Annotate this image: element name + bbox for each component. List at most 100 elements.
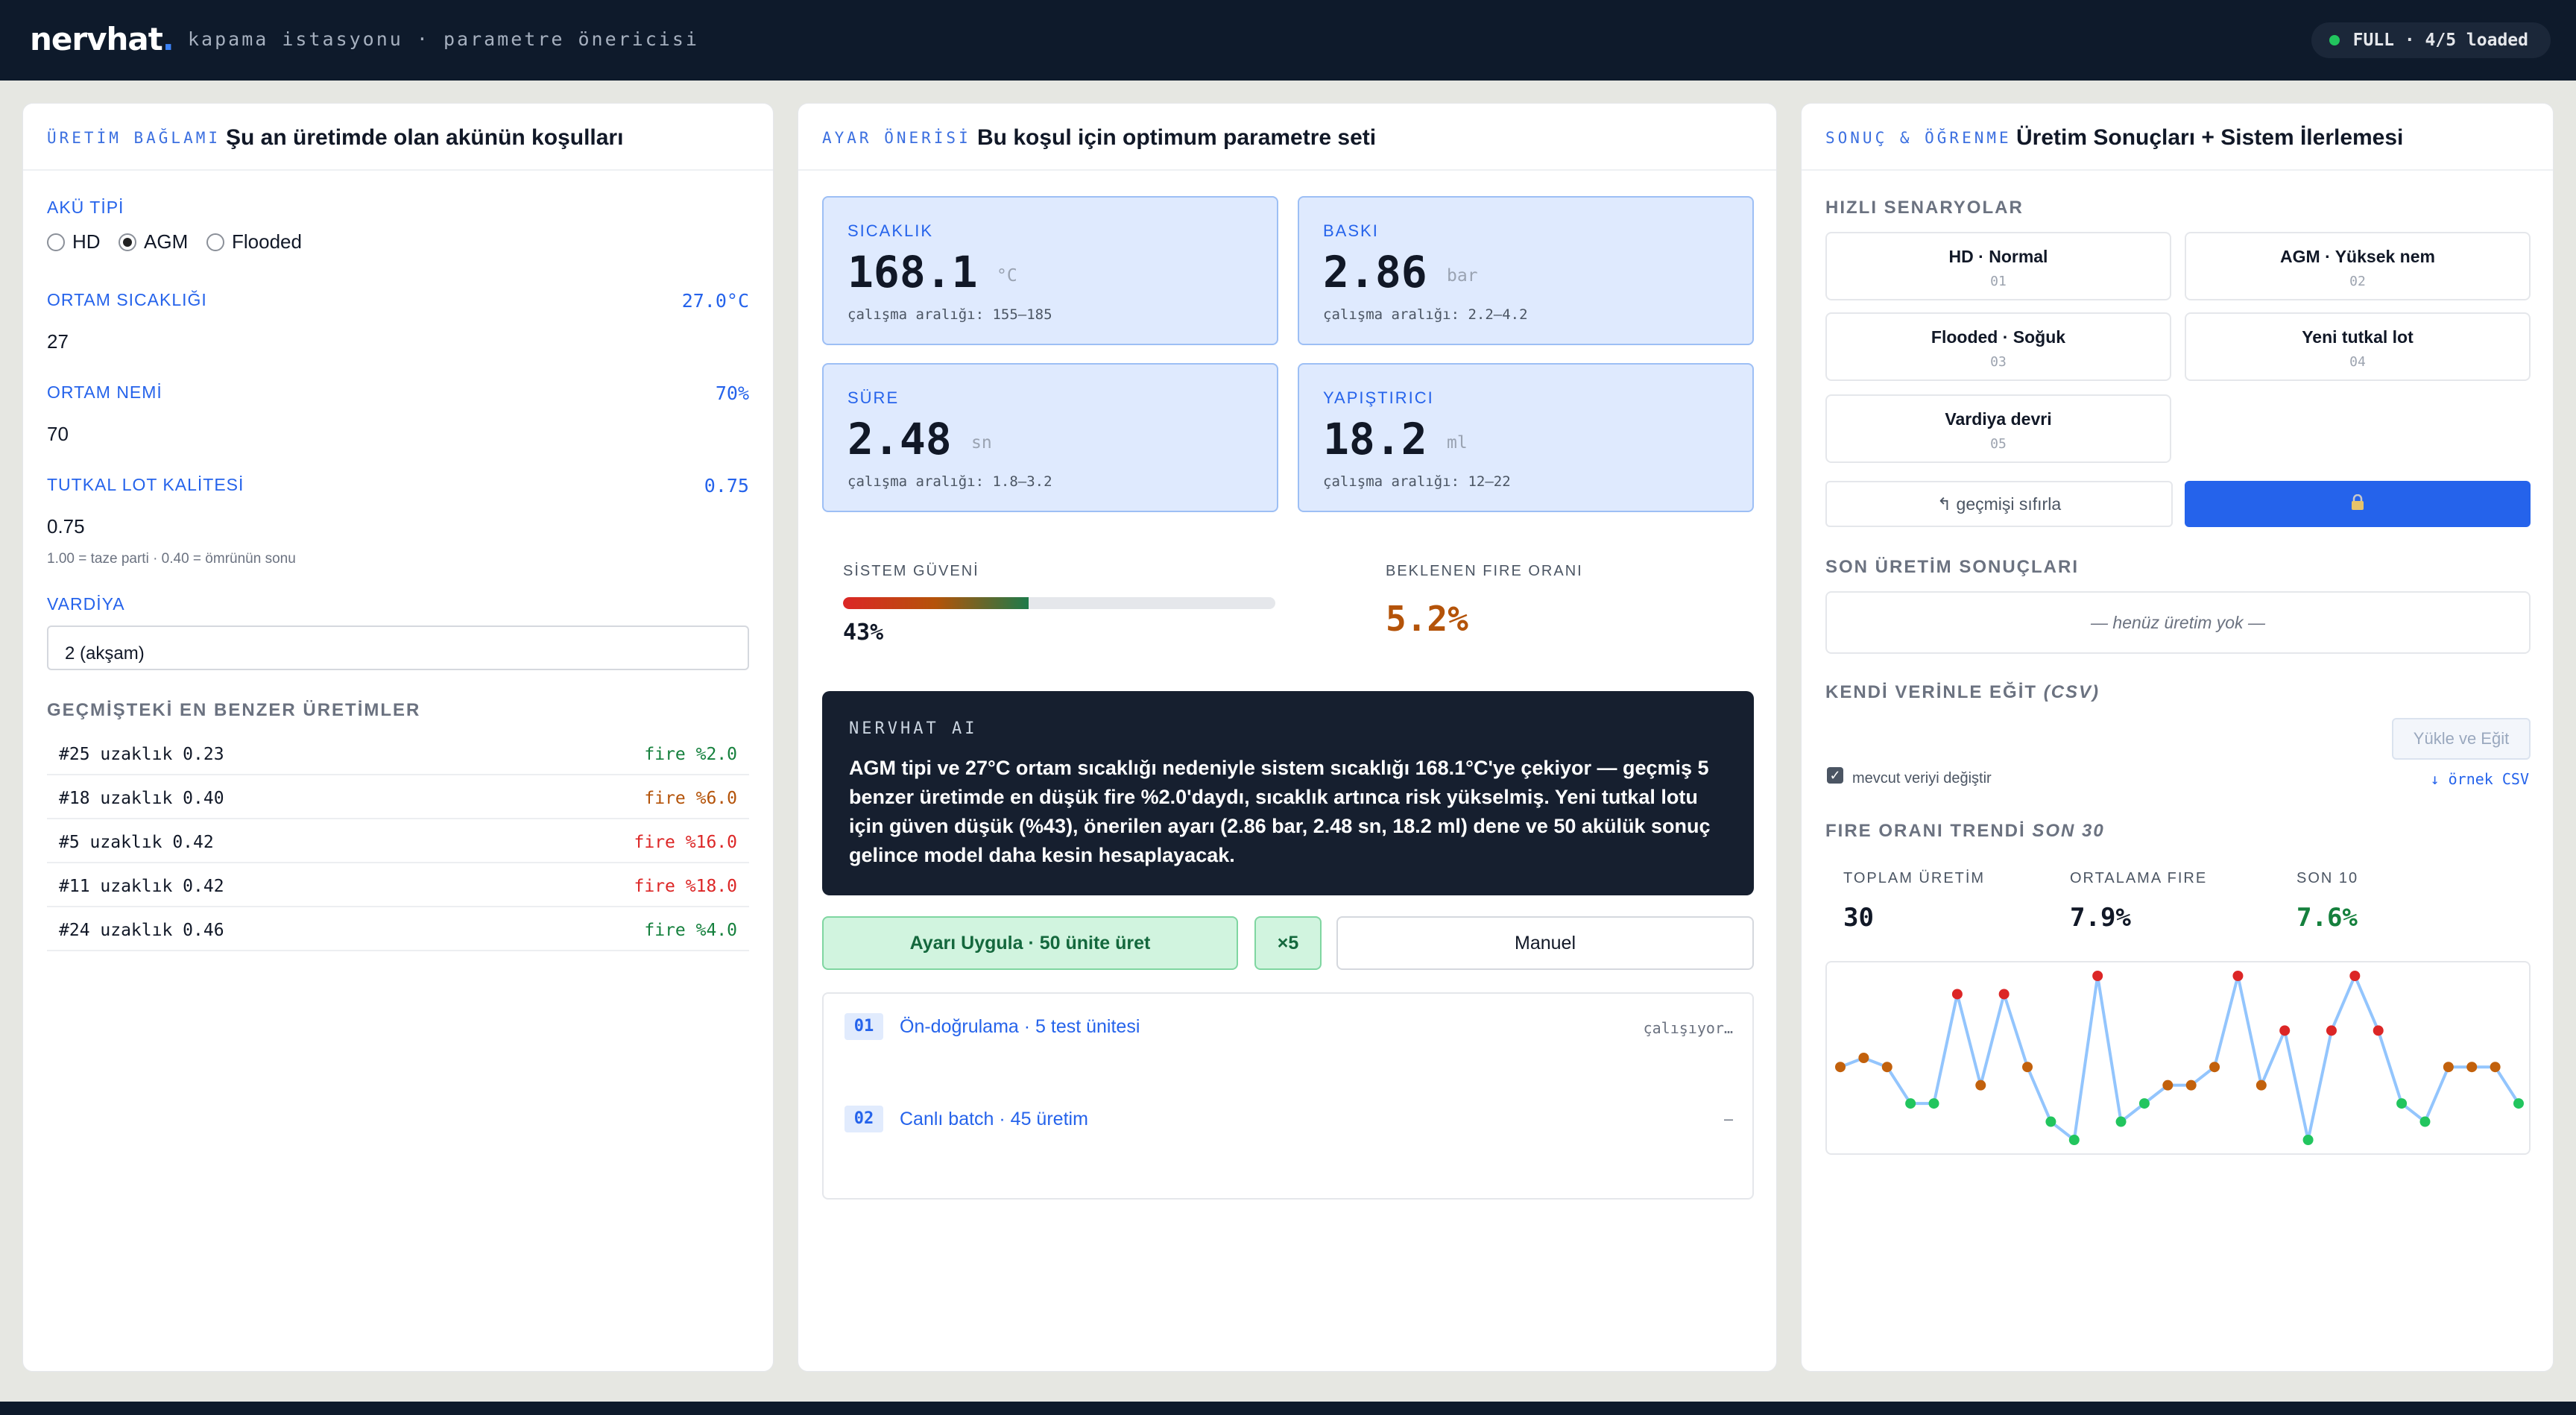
trend-point [2443,1062,2454,1073]
temperature-label: ORTAM SICAKLIĞI [47,290,207,309]
battery-type-label: AKÜ TİPİ [47,198,124,217]
glue-quality-hint: 1.00 = taze parti · 0.40 = ömrünün sonu [47,551,296,567]
trend-point [1835,1062,1846,1073]
similar-production-row[interactable]: #24 uzaklık 0.46 fire %4.0 [47,908,749,951]
bottom-bar [0,1402,2576,1415]
radio-agm[interactable]: AGM [119,230,188,253]
stat-last10-value: 7.6% [2296,903,2358,933]
scenario-button-04[interactable]: Yeni tutkal lot 04 [2185,312,2531,381]
trend-point [1905,1098,1916,1109]
logo[interactable]: nervhat. [30,21,174,57]
param-value: 2.86 [1323,247,1427,297]
scenario-number: 01 [1990,274,2007,289]
radio-circle-icon [206,233,224,251]
param-unit: sn [971,433,992,453]
param-range: çalışma aralığı: 12–22 [1323,473,1511,490]
radio-label: Flooded [232,230,302,253]
apply-settings-button[interactable]: Ayarı Uygula · 50 ünite üret [822,916,1238,970]
replace-data-label: mevcut veriyi değiştir [1852,770,1992,787]
similar-production-row[interactable]: #18 uzaklık 0.40 fire %6.0 [47,776,749,819]
lock-icon [2352,494,2364,510]
scenario-button-03[interactable]: Flooded · Soğuk 03 [1825,312,2171,381]
similar-production-scrap: fire %6.0 [644,789,737,808]
manual-button[interactable]: Manuel [1336,916,1754,970]
radio-label: AGM [144,230,189,253]
humidity-display: 70% [715,382,749,404]
humidity-input[interactable]: 70 [47,423,69,445]
train-title-text: KENDİ VERİNLE EĞİT [1825,682,2038,702]
scrap-trend-chart [1825,961,2531,1155]
trend-point [1928,1098,1939,1109]
sample-csv-link[interactable]: ↓ örnek CSV [2430,770,2529,788]
scenario-number: 03 [1990,354,2007,370]
similar-production-scrap: fire %2.0 [644,745,737,764]
shift-select[interactable]: 2 (akşam) [47,625,749,670]
shift-label: VARDİYA [47,594,125,614]
trend-point [2022,1062,2033,1073]
radio-flooded[interactable]: Flooded [206,230,302,253]
panel-header: AYAR ÖNERİSİ Bu koşul için optimum param… [798,104,1776,171]
panel-kicker: AYAR ÖNERİSİ [822,129,971,147]
trend-point [2349,971,2361,981]
param-card-duration: SÜRE 2.48 sn çalışma aralığı: 1.8–3.2 [822,363,1278,512]
ai-explanation-text: AGM tipi ve 27°C ortam sıcaklığı nedeniy… [849,757,1711,866]
radio-hd[interactable]: HD [47,230,101,253]
trend-point [2255,1080,2267,1091]
scrap-trend-title: FIRE ORANI TRENDİ SON 30 [1825,821,2105,842]
similar-production-label: #11 uzaklık 0.42 [59,877,224,896]
scenario-number: 04 [2349,354,2366,370]
panel-title: Şu an üretimde olan akünün koşulları [226,125,624,150]
similar-production-row[interactable]: #5 uzaklık 0.42 fire %16.0 [47,820,749,863]
confidence-bar [843,597,1275,609]
multiply-x5-button[interactable]: ×5 [1254,916,1322,970]
stat-total-value: 30 [1843,903,1874,933]
trend-point [2232,971,2244,981]
similar-production-row[interactable]: #25 uzaklık 0.23 fire %2.0 [47,732,749,775]
scenario-label: Vardiya devri [1945,409,2052,429]
trend-point [2396,1098,2408,1109]
scenario-button-05[interactable]: Vardiya devri 05 [1825,394,2171,463]
model-status-badge: FULL · 4/5 loaded [2311,22,2551,58]
logo-dot: . [162,21,174,57]
similar-production-scrap: fire %4.0 [644,921,737,940]
trend-point [2138,1098,2150,1109]
glue-quality-display: 0.75 [704,475,749,497]
param-key: SÜRE [847,388,900,407]
param-range: çalışma aralığı: 155–185 [847,306,1052,323]
trend-point [2092,971,2103,981]
trend-point [1881,1062,1892,1073]
train-title-em: (CSV) [2043,682,2100,702]
step-status: çalışıyor… [1643,1019,1733,1037]
similar-production-label: #5 uzaklık 0.42 [59,833,214,852]
scenario-button-02[interactable]: AGM · Yüksek nem 02 [2185,232,2531,300]
upload-train-button[interactable]: Yükle ve Eğit [2392,718,2531,760]
temperature-input[interactable]: 27 [47,330,69,353]
trend-point [2115,1116,2127,1127]
step-label: Canlı batch · 45 üretim [900,1109,1088,1129]
similar-production-row[interactable]: #11 uzaklık 0.42 fire %18.0 [47,864,749,907]
similar-production-label: #24 uzaklık 0.46 [59,921,224,940]
reset-history-button[interactable]: ↰ geçmişi sıfırla [1825,481,2173,527]
trend-point [2419,1116,2431,1127]
glue-quality-label: TUTKAL LOT KALİTESİ [47,475,244,494]
scenario-label: Flooded · Soğuk [1931,327,2066,347]
panel-kicker: ÜRETİM BAĞLAMI [47,129,221,147]
lock-button[interactable] [2185,481,2531,527]
param-unit: ml [1447,433,1468,453]
trend-point [2302,1135,2314,1145]
radio-circle-icon [47,233,65,251]
glue-quality-input[interactable]: 0.75 [47,515,85,538]
scenario-number: 02 [2349,274,2366,289]
stat-average-label: ORTALAMA FIRE [2070,870,2208,886]
trend-point [2490,1062,2501,1073]
scenario-button-01[interactable]: HD · Normal 01 [1825,232,2171,300]
step-label: Ön-doğrulama · 5 test ünitesi [900,1016,1140,1037]
param-range: çalışma aralığı: 2.2–4.2 [1323,306,1528,323]
param-card-pressure: BASKI 2.86 bar çalışma aralığı: 2.2–4.2 [1298,196,1754,345]
trend-point [2045,1116,2056,1127]
replace-data-checkbox[interactable]: ✓ [1827,767,1843,784]
trend-point [1858,1053,1869,1063]
scenario-number: 05 [1990,436,2007,452]
similar-productions-title: GEÇMİŞTEKİ EN BENZER ÜRETİMLER [47,700,421,720]
expected-scrap-label: BEKLENEN FIRE ORANI [1386,563,1583,579]
